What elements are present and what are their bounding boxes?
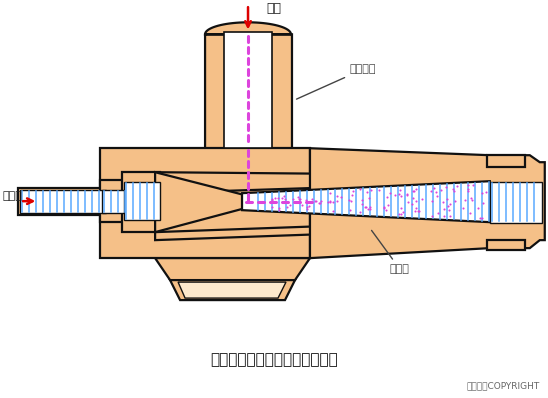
Polygon shape <box>310 148 545 258</box>
Text: 扩散器: 扩散器 <box>372 230 410 274</box>
Polygon shape <box>155 258 310 280</box>
Bar <box>124 182 160 220</box>
Polygon shape <box>155 220 490 240</box>
Bar <box>487 155 525 167</box>
Bar <box>20 190 106 213</box>
Text: 混合液: 混合液 <box>2 191 22 201</box>
Bar <box>490 182 542 223</box>
Text: 空气: 空气 <box>266 2 281 15</box>
Polygon shape <box>178 282 286 298</box>
Polygon shape <box>242 181 490 222</box>
Bar <box>100 180 130 222</box>
Text: 射流式水力冲击式空气扩散装置: 射流式水力冲击式空气扩散装置 <box>210 353 338 367</box>
Bar <box>487 240 525 250</box>
Bar <box>102 190 130 213</box>
Polygon shape <box>205 22 292 150</box>
Bar <box>18 188 108 215</box>
Polygon shape <box>170 280 295 300</box>
Polygon shape <box>155 172 490 193</box>
Bar <box>122 172 160 232</box>
Text: 空气竖管: 空气竖管 <box>296 64 376 99</box>
Polygon shape <box>224 32 272 148</box>
Text: 东方仿真COPYRIGHT: 东方仿真COPYRIGHT <box>466 382 540 390</box>
Polygon shape <box>155 172 245 232</box>
Bar <box>100 148 310 258</box>
